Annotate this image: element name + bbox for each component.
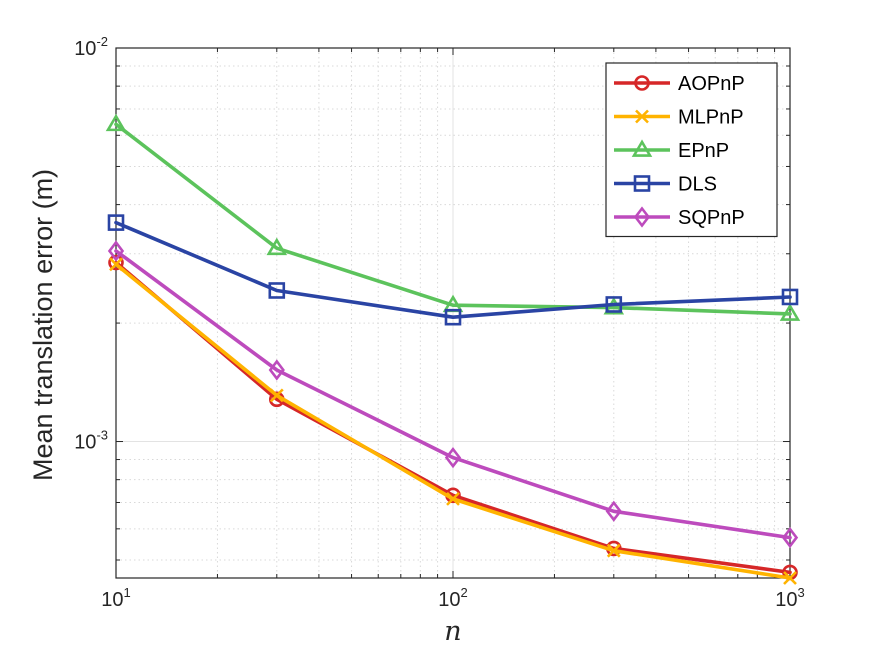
data-point-mlpnp (269, 388, 284, 403)
x-tick-exponent: 3 (798, 585, 805, 600)
y-tick-label: 10-3 (74, 428, 108, 454)
series-line-sqpnp (114, 249, 792, 540)
legend-item-aopnp: AOPnP (614, 73, 745, 95)
data-point-mlpnp (446, 491, 460, 506)
data-point-mlpnp (109, 257, 123, 272)
data-point-mlpnp-stroke (446, 491, 460, 506)
legend-item-mlpnp: MLPnP (614, 107, 744, 129)
legend-marker-mlpnp-stroke (635, 109, 649, 124)
x-axis-label: n (444, 616, 461, 647)
x-tick-label: 101 (101, 585, 130, 611)
x-tick-label: 103 (775, 585, 804, 611)
legend-label-sqpnp: SQPnP (678, 207, 745, 229)
data-point-epnp (105, 113, 127, 132)
legend-label-dls: DLS (678, 174, 717, 196)
data-point-mlpnp-stroke (606, 543, 621, 558)
y-tick-base: 10 (74, 38, 96, 60)
data-point-sqpnp (268, 359, 285, 381)
data-point-mlpnp-stroke (109, 257, 123, 272)
legend-label-aopnp: AOPnP (678, 73, 745, 95)
data-point-dls (107, 214, 125, 231)
x-tick-label: 102 (438, 585, 467, 611)
data-point-epnp (779, 303, 801, 321)
data-point-mlpnp (783, 571, 797, 585)
data-point-dls (781, 288, 799, 306)
y-tick-exponent: -3 (96, 428, 108, 443)
series-sqpnp (107, 240, 799, 549)
y-tick-exponent: -2 (96, 34, 108, 49)
data-point-aopnp (108, 254, 124, 271)
legend-marker-aopnp (634, 75, 650, 91)
legend-marker-sqpnp (633, 206, 651, 228)
data-point-mlpnp-stroke (269, 388, 284, 403)
x-tick-base: 10 (775, 589, 797, 611)
legend-item-dls: DLS (614, 174, 717, 196)
series-mlpnp (109, 257, 797, 585)
x-tick-exponent: 1 (124, 585, 131, 600)
series-epnp (105, 113, 801, 321)
legend-marker-dls (633, 175, 651, 192)
x-tick-base: 10 (101, 589, 123, 611)
legend-item-sqpnp: SQPnP (614, 206, 745, 229)
series-line-dls (114, 220, 792, 320)
legend-marker-epnp (631, 139, 653, 157)
x-tick-exponent: 2 (461, 585, 468, 600)
legend-label-mlpnp: MLPnP (678, 107, 744, 129)
y-axis-label: Mean translation error (m) (28, 169, 58, 481)
data-point-dls (605, 296, 623, 313)
legend-item-epnp: EPnP (614, 139, 729, 162)
data-point-dls (268, 282, 286, 299)
y-tick-label: 10-2 (74, 34, 108, 60)
x-tick-base: 10 (438, 589, 460, 611)
series-layer (105, 113, 801, 585)
legend: AOPnP MLPnP EPnP DLS SQPnP (605, 62, 778, 238)
data-point-sqpnp (605, 500, 622, 522)
y-tick-base: 10 (74, 432, 96, 454)
data-point-mlpnp-stroke (783, 571, 797, 585)
series-dls (107, 214, 799, 326)
data-point-sqpnp (107, 240, 125, 262)
series-line-epnp (114, 122, 792, 316)
legend-marker-mlpnp (635, 109, 649, 124)
data-point-sqpnp (444, 447, 462, 469)
data-point-mlpnp (606, 543, 621, 558)
legend-label-epnp: EPnP (678, 140, 729, 162)
data-point-dls (444, 308, 462, 326)
data-point-epnp (266, 237, 288, 256)
data-point-sqpnp (781, 526, 799, 549)
